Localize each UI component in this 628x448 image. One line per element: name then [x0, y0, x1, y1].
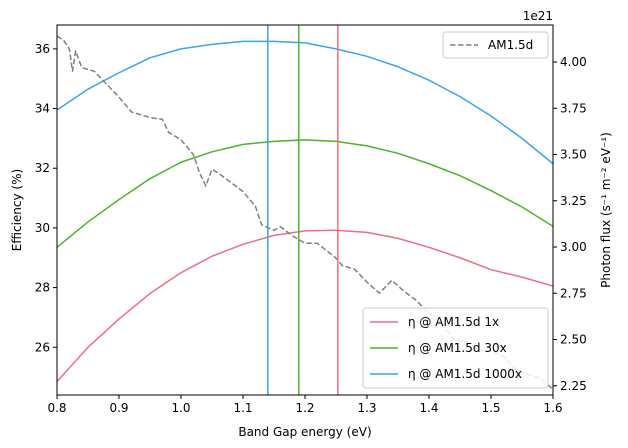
vline-layer — [267, 25, 339, 395]
legend-label-eta-1x: η @ AM1.5d 1x — [408, 315, 499, 329]
x-tick-label-1: 0.9 — [109, 401, 128, 415]
x-tick-label-6: 1.4 — [419, 401, 438, 415]
y-right-tick-label-7: 4.00 — [560, 55, 587, 69]
y-right-tick-label-4: 3.25 — [560, 194, 587, 208]
y-left-tick-label-4: 34 — [35, 102, 50, 116]
y-axis-right-label: Photon flux (s⁻¹ m⁻² eV⁻¹) — [599, 132, 613, 288]
y-right-tick-label-3: 3.00 — [560, 240, 587, 254]
y-axis-left: 26 28 30 32 34 36 — [35, 42, 57, 354]
x-tick-label-0: 0.8 — [47, 401, 66, 415]
y-left-tick-label-3: 32 — [35, 161, 50, 175]
legend-label-eta-30x: η @ AM1.5d 30x — [408, 341, 507, 355]
legend-label-eta-1000x: η @ AM1.5d 1000x — [408, 367, 522, 381]
x-tick-label-2: 1.0 — [171, 401, 190, 415]
x-tick-label-4: 1.2 — [295, 401, 314, 415]
right-axis-offset-label: 1e21 — [523, 9, 553, 23]
x-tick-label-8: 1.6 — [543, 401, 562, 415]
y-right-tick-label-2: 2.75 — [560, 286, 587, 300]
x-tick-label-3: 1.1 — [233, 401, 252, 415]
series-line-2 — [57, 40, 553, 165]
y-right-tick-label-5: 3.50 — [560, 148, 587, 162]
legend-left-box — [362, 307, 549, 389]
y-right-tick-label-6: 3.75 — [560, 101, 587, 115]
y-right-tick-label-0: 2.25 — [560, 379, 587, 393]
x-axis-label: Band Gap energy (eV) — [238, 425, 371, 439]
series-line-0 — [57, 229, 553, 383]
y-left-tick-label-1: 28 — [35, 281, 50, 295]
y-left-tick-label-2: 30 — [35, 221, 50, 235]
y-right-tick-label-1: 2.50 — [560, 333, 587, 347]
y-axis-left-label: Efficiency (%) — [10, 169, 24, 251]
legend-right-box — [442, 31, 549, 59]
legend-label-am15d: AM1.5d — [488, 38, 533, 52]
y-axis-right: 2.25 2.50 2.75 3.00 3.25 3.50 3.75 4.00 — [553, 55, 587, 393]
y-left-tick-label-5: 36 — [35, 42, 50, 56]
legend-right[interactable]: AM1.5d — [442, 31, 549, 59]
x-tick-label-5: 1.3 — [357, 401, 376, 415]
x-axis: 0.8 0.9 1.0 1.1 1.2 1.3 1.4 1.5 1.6 — [47, 395, 563, 415]
x-tick-label-7: 1.5 — [481, 401, 500, 415]
series-line-1 — [57, 139, 553, 248]
y-left-tick-label-0: 26 — [35, 340, 50, 354]
legend-left[interactable]: η @ AM1.5d 1x η @ AM1.5d 30x η @ AM1.5d … — [362, 307, 549, 389]
